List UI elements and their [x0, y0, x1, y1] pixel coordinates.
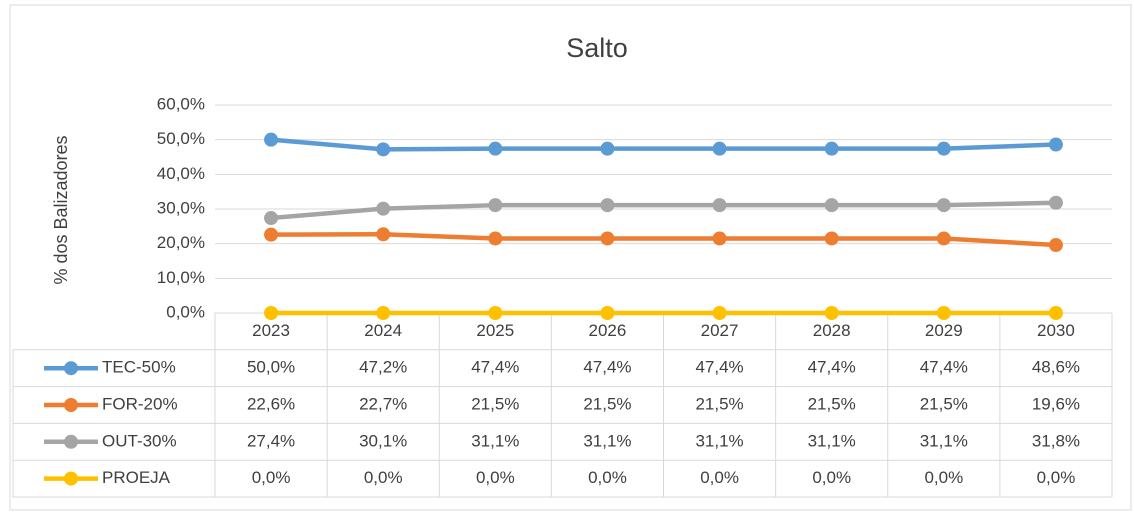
table-cell: 0,0% [924, 468, 963, 487]
data-point [712, 141, 727, 156]
table-cell: 22,6% [247, 394, 295, 413]
y-tick-label: 40,0% [157, 164, 205, 183]
data-point [376, 227, 391, 242]
table-cell: 31,1% [471, 431, 519, 450]
table-cell: 47,4% [695, 358, 743, 377]
table-cell: 31,1% [583, 431, 631, 450]
data-point [936, 141, 951, 156]
data-point [600, 306, 615, 320]
data-point [824, 306, 839, 320]
table-cell: 0,0% [252, 468, 291, 487]
table-cell: 21,5% [583, 394, 631, 413]
series-line [270, 200, 1056, 221]
table-cell: 47,4% [583, 358, 631, 377]
data-point [712, 306, 727, 320]
table-cell: 0,0% [812, 468, 851, 487]
table-cell: 21,5% [920, 394, 968, 413]
x-tick-label: 2024 [364, 321, 402, 340]
data-point [376, 201, 391, 216]
data-point [712, 231, 727, 246]
data-point [376, 142, 391, 157]
y-tick-label: 60,0% [157, 94, 205, 113]
data-point [488, 231, 503, 246]
data-point [1048, 195, 1063, 210]
table-cell: 31,1% [695, 431, 743, 450]
table-cell: 21,5% [695, 394, 743, 413]
table-cell: 22,7% [359, 394, 407, 413]
table-cell: 47,4% [920, 358, 968, 377]
table-cell: 50,0% [247, 358, 295, 377]
series-line [270, 137, 1057, 152]
data-point [600, 231, 615, 246]
y-tick-label: 0,0% [166, 302, 205, 321]
data-point [824, 141, 839, 156]
x-tick-label: 2028 [813, 321, 851, 340]
y-tick-label: 10,0% [157, 268, 205, 287]
data-point [936, 198, 951, 213]
data-point [1048, 137, 1063, 152]
chart-title: Salto [566, 33, 628, 63]
legend-label: TEC-50% [102, 358, 176, 377]
table-cell: 48,6% [1032, 358, 1080, 377]
y-tick-label: 30,0% [157, 198, 205, 217]
table-cell: 47,2% [359, 358, 407, 377]
x-tick-label: 2025 [476, 321, 514, 340]
data-point [376, 306, 391, 320]
y-tick-label: 20,0% [157, 233, 205, 252]
table-cell: 31,8% [1032, 431, 1080, 450]
legend-key-marker [64, 398, 78, 412]
legend-key-marker [64, 361, 78, 376]
legend-label: PROEJA [102, 468, 171, 487]
data-point [488, 306, 503, 320]
data-point [936, 306, 951, 320]
data-point [1048, 306, 1063, 320]
legend-key-marker [64, 434, 78, 449]
x-tick-label: 2026 [589, 321, 627, 340]
table-cell: 47,4% [808, 358, 856, 377]
x-tick-label: 2027 [701, 321, 739, 340]
table-cell: 0,0% [700, 468, 739, 487]
table-cell: 0,0% [1037, 468, 1076, 487]
data-point [824, 198, 839, 213]
data-point [264, 227, 279, 242]
legend-key-marker [64, 471, 78, 486]
data-point [600, 141, 615, 156]
data-point [488, 198, 503, 213]
data-point [264, 306, 279, 320]
data-point [936, 231, 951, 246]
y-tick-label: 50,0% [157, 129, 205, 148]
series-line [271, 232, 1057, 248]
legend-label: OUT-30% [102, 431, 177, 450]
data-point [600, 198, 615, 213]
data-point [824, 231, 839, 246]
data-point [1048, 238, 1063, 253]
data-point [488, 141, 503, 156]
table-cell: 19,6% [1032, 394, 1080, 413]
table-cell: 31,1% [808, 431, 856, 450]
data-point [264, 211, 279, 226]
table-cell: 47,4% [471, 358, 519, 377]
legend-label: FOR-20% [102, 394, 178, 413]
table-cell: 31,1% [920, 431, 968, 450]
x-tick-label: 2030 [1037, 321, 1075, 340]
y-axis-label: % dos Balizadores [51, 135, 71, 284]
table-cell: 0,0% [476, 468, 515, 487]
table-cell: 21,5% [808, 394, 856, 413]
table-cell: 0,0% [364, 468, 403, 487]
table-cell: 27,4% [247, 431, 295, 450]
x-tick-label: 2023 [252, 321, 290, 340]
data-point [712, 198, 727, 213]
chart-border [9, 4, 1132, 511]
data-point [264, 132, 279, 147]
table-cell: 30,1% [359, 431, 407, 450]
table-cell: 21,5% [471, 394, 519, 413]
x-tick-label: 2029 [925, 321, 963, 340]
table-cell: 0,0% [588, 468, 627, 487]
